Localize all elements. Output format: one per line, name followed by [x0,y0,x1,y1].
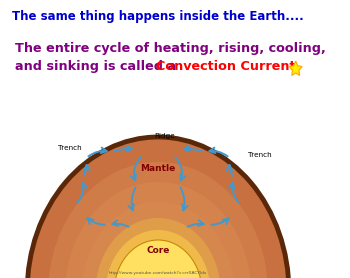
Text: The entire cycle of heating, rising, cooling,: The entire cycle of heating, rising, coo… [15,42,326,55]
Text: Convection Current.: Convection Current. [155,60,300,73]
Wedge shape [106,230,210,278]
Wedge shape [27,137,289,278]
Text: http://www.youtube.com/watch?v=rrXACYIds: http://www.youtube.com/watch?v=rrXACYIds [109,271,207,275]
Wedge shape [96,218,220,278]
Wedge shape [114,240,202,278]
Wedge shape [48,162,268,278]
Wedge shape [65,182,251,278]
Text: Trench: Trench [247,152,271,158]
Text: The same thing happens inside the Earth....: The same thing happens inside the Earth.… [12,10,304,23]
Wedge shape [82,202,234,278]
Text: Core: Core [146,245,170,254]
Text: and sinking is called a: and sinking is called a [15,60,181,73]
Polygon shape [289,61,302,75]
Text: Ridge: Ridge [154,133,175,139]
Text: Trench: Trench [57,145,81,151]
Text: Mantle: Mantle [140,163,176,173]
